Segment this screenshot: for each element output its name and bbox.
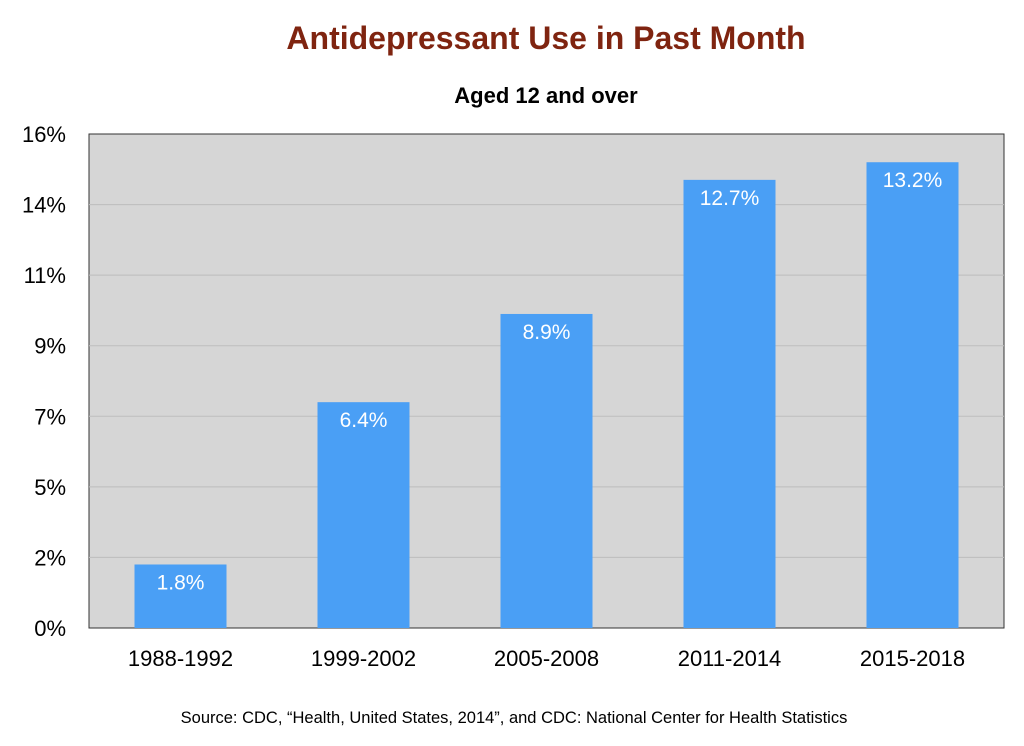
bars: 1.8% 6.4% 8.9% 12.7% 13.2% — [134, 162, 959, 628]
bar — [500, 313, 593, 628]
x-category-label: 1988-1992 — [128, 646, 233, 671]
chart-title: Antidepressant Use in Past Month — [286, 20, 805, 56]
x-axis-categories: 1988-1992 1999-2002 2005-2008 2011-2014 2015… — [128, 646, 965, 671]
y-tick-label: 2% — [34, 545, 66, 570]
bar-data-label: 12.7% — [700, 187, 760, 210]
y-tick-label: 5% — [34, 475, 66, 500]
y-tick-label: 14% — [22, 193, 66, 218]
bar — [134, 564, 227, 628]
y-tick-label: 9% — [34, 334, 66, 359]
bar-data-label: 8.9% — [523, 321, 571, 344]
y-axis-ticks: 0% 2% 5% 7% 9% 11% 14% 16% — [22, 122, 66, 641]
bar-data-label: 6.4% — [340, 409, 388, 432]
y-tick-label: 11% — [24, 263, 66, 288]
bar-data-label: 13.2% — [883, 169, 943, 192]
x-category-label: 2011-2014 — [678, 646, 782, 671]
x-category-label: 1999-2002 — [311, 646, 416, 671]
bar — [866, 162, 959, 628]
source-note: Source: CDC, “Health, United States, 201… — [181, 709, 848, 727]
chart-subtitle: Aged 12 and over — [454, 83, 638, 108]
y-tick-label: 7% — [34, 404, 66, 429]
bar — [683, 179, 776, 628]
y-tick-label: 0% — [34, 616, 66, 641]
bar — [317, 402, 410, 628]
x-category-label: 2015-2018 — [860, 646, 965, 671]
gridlines — [89, 204, 1004, 558]
y-tick-label: 16% — [22, 122, 66, 147]
bar-data-label: 1.8% — [157, 571, 205, 594]
x-category-label: 2005-2008 — [494, 646, 599, 671]
